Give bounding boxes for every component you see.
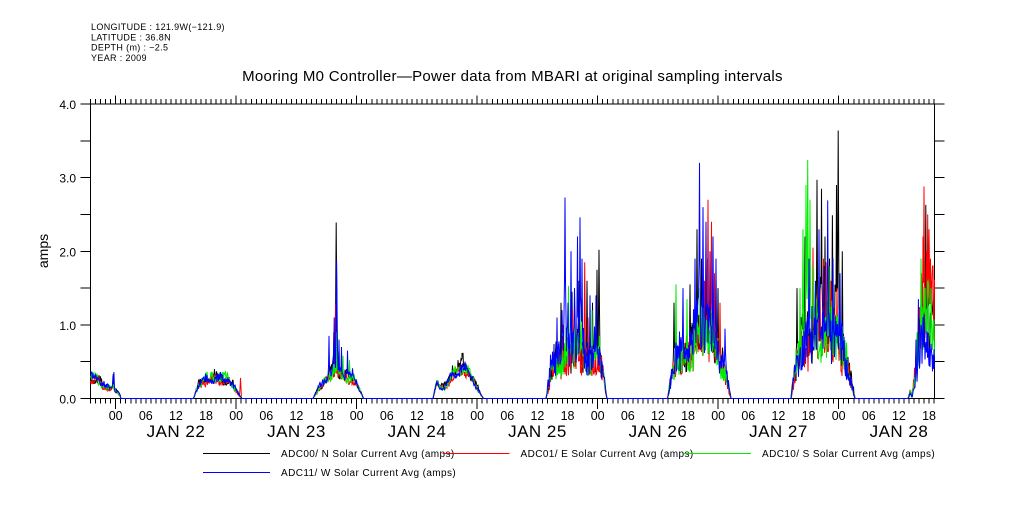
svg-text:12: 12	[892, 409, 906, 423]
svg-text:18: 18	[199, 409, 213, 423]
svg-text:YEAR : 2009: YEAR : 2009	[91, 53, 147, 63]
svg-text:JAN 27: JAN 27	[749, 422, 808, 441]
svg-text:00: 00	[229, 409, 243, 423]
svg-text:ADC01/ E Solar Current Avg (am: ADC01/ E Solar Current Avg (amps)	[521, 449, 694, 460]
svg-text:12: 12	[771, 409, 785, 423]
svg-text:18: 18	[681, 409, 695, 423]
svg-text:DEPTH (m) : −2.5: DEPTH (m) : −2.5	[91, 43, 168, 53]
svg-text:06: 06	[621, 409, 635, 423]
svg-text:12: 12	[289, 409, 303, 423]
svg-text:12: 12	[651, 409, 665, 423]
svg-text:00: 00	[109, 409, 123, 423]
svg-text:12: 12	[169, 409, 183, 423]
svg-text:18: 18	[802, 409, 816, 423]
svg-text:ADC11/ W Solar Current Avg (am: ADC11/ W Solar Current Avg (amps)	[281, 468, 456, 479]
svg-text:00: 00	[832, 409, 846, 423]
svg-text:2.0: 2.0	[59, 245, 76, 259]
svg-text:JAN 23: JAN 23	[267, 422, 326, 441]
svg-text:JAN 26: JAN 26	[629, 422, 688, 441]
svg-text:12: 12	[410, 409, 424, 423]
svg-text:18: 18	[440, 409, 454, 423]
svg-text:LATITUDE : 36.8N: LATITUDE : 36.8N	[91, 32, 171, 42]
svg-text:18: 18	[922, 409, 936, 423]
svg-text:JAN 22: JAN 22	[147, 422, 206, 441]
svg-text:18: 18	[561, 409, 575, 423]
svg-text:LONGITUDE : 121.9W(−121.9): LONGITUDE : 121.9W(−121.9)	[91, 22, 225, 32]
svg-text:12: 12	[530, 409, 544, 423]
svg-text:4.0: 4.0	[59, 98, 76, 112]
svg-text:ADC00/ N Solar Current Avg (am: ADC00/ N Solar Current Avg (amps)	[281, 449, 455, 460]
svg-text:06: 06	[259, 409, 273, 423]
svg-text:06: 06	[741, 409, 755, 423]
svg-text:1.0: 1.0	[59, 319, 76, 333]
svg-text:00: 00	[470, 409, 484, 423]
svg-text:3.0: 3.0	[59, 172, 76, 186]
svg-text:06: 06	[380, 409, 394, 423]
svg-text:00: 00	[591, 409, 605, 423]
svg-text:06: 06	[862, 409, 876, 423]
svg-text:Mooring M0 Controller—Power da: Mooring M0 Controller—Power data from MB…	[242, 68, 783, 85]
svg-text:06: 06	[500, 409, 514, 423]
svg-text:06: 06	[139, 409, 153, 423]
svg-text:18: 18	[320, 409, 334, 423]
svg-text:0.0: 0.0	[59, 393, 76, 407]
svg-text:JAN 24: JAN 24	[388, 422, 447, 441]
svg-text:JAN 25: JAN 25	[508, 422, 567, 441]
svg-text:JAN 28: JAN 28	[870, 422, 929, 441]
svg-text:ADC10/ S Solar Current Avg (am: ADC10/ S Solar Current Avg (amps)	[762, 449, 935, 460]
svg-text:00: 00	[350, 409, 364, 423]
svg-text:00: 00	[711, 409, 725, 423]
svg-text:amps: amps	[35, 234, 51, 268]
